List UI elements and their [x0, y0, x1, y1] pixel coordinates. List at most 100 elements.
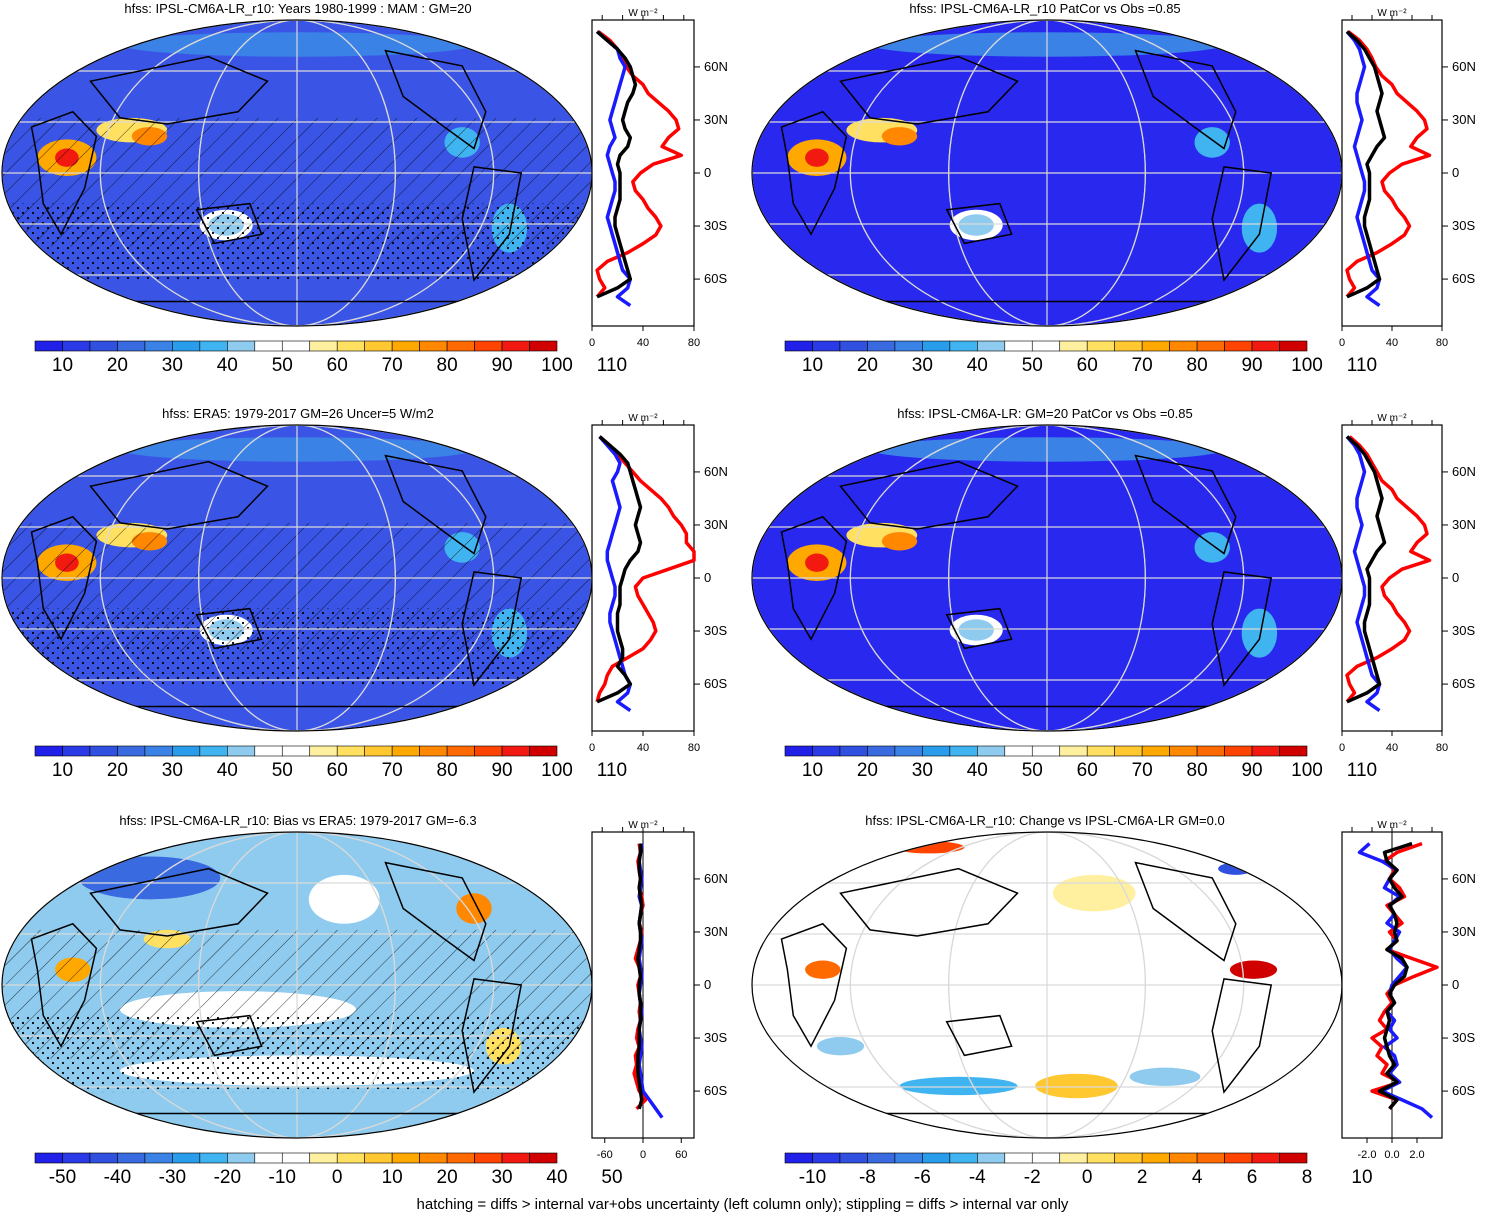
colorbar-swatch	[419, 745, 448, 757]
colorbar-swatch	[529, 745, 558, 757]
map-area	[752, 425, 1342, 731]
colorbar-swatch	[812, 745, 841, 757]
map-anomaly	[1052, 874, 1136, 912]
colorbar-tick-label: 100	[541, 760, 573, 781]
colorbar-tick-label: 90	[1241, 355, 1262, 376]
map-anomaly	[1194, 127, 1230, 158]
lat-tick-label: 0	[1452, 977, 1459, 992]
colorbar-tick-label: 90	[491, 760, 512, 781]
colorbar-swatch	[1031, 340, 1061, 352]
zonal-series-black	[1345, 30, 1387, 299]
panel-p5: hfss: IPSL-CM6A-LR_r10: Bias vs ERA5: 19…	[1, 813, 728, 1188]
colorbar-swatch	[1196, 340, 1225, 352]
graticule-meridian	[99, 425, 495, 731]
coastline	[780, 515, 848, 641]
colorbar-tick-label: 110	[597, 355, 627, 376]
colorbar-swatch	[34, 1152, 63, 1164]
colorbar-tick-label: 30	[162, 760, 183, 781]
coastline	[839, 460, 1019, 530]
colorbar-swatch	[922, 340, 951, 352]
colorbar-swatch	[867, 1152, 896, 1164]
coastline	[195, 1014, 263, 1057]
coastline	[30, 110, 98, 236]
colorbar-tick-label: 50	[1022, 355, 1043, 376]
x-tick-label: 0.0	[1384, 1149, 1399, 1161]
lat-tick-label: 60N	[704, 464, 728, 479]
colorbar-tick-label: 10	[802, 355, 823, 376]
lat-tick-label: 60S	[1452, 1083, 1475, 1098]
colorbar-swatch	[1059, 340, 1088, 352]
colorbar-swatch	[117, 1152, 146, 1164]
colorbar-swatch	[391, 1152, 420, 1164]
colorbar-tick-label: 20	[107, 355, 128, 376]
colorbar-swatch	[1251, 340, 1280, 352]
map-area	[752, 832, 1342, 1138]
lat-tick-label: 60S	[704, 676, 727, 691]
colorbar-swatch	[529, 1152, 558, 1164]
map-anomaly	[899, 1076, 1018, 1096]
zonal-series-red	[595, 435, 696, 703]
colorbar-tick-label: 100	[541, 355, 573, 376]
zonal-series-red	[1345, 435, 1432, 703]
colorbar-swatch	[1086, 340, 1115, 352]
colorbar-swatch	[227, 340, 256, 352]
colorbar-swatch	[784, 745, 813, 757]
colorbar-tick-label: 6	[1247, 1167, 1258, 1188]
colorbar-swatch	[281, 745, 311, 757]
colorbar-tick-label: 0	[332, 1167, 343, 1188]
colorbar-tick-label: -8	[859, 1167, 876, 1188]
map-anomaly	[1241, 203, 1278, 253]
colorbar-swatch	[281, 1152, 311, 1164]
lat-tick-label: 60N	[704, 871, 728, 886]
lat-tick-label: 60N	[1452, 464, 1476, 479]
colorbar-swatch	[336, 745, 365, 757]
zonal-unit-label: W m⁻²	[1377, 820, 1407, 831]
colorbar-swatch	[949, 340, 978, 352]
zonal-unit-label: W m⁻²	[1377, 413, 1407, 424]
coastline	[1211, 978, 1273, 1094]
colorbar-swatch	[977, 1152, 1006, 1164]
coastline	[945, 607, 1013, 650]
colorbar-swatch	[1004, 745, 1033, 757]
coastline	[1134, 454, 1237, 555]
zonal-series-blue	[1345, 435, 1382, 713]
colorbar-swatch	[1196, 745, 1225, 757]
zonal-series-black	[1377, 841, 1413, 1110]
colorbar-swatch	[1279, 340, 1308, 352]
graticule-meridian	[849, 20, 1245, 326]
colorbar-swatch	[1251, 1152, 1280, 1164]
colorbar-swatch	[977, 340, 1006, 352]
colorbar-swatch	[1141, 745, 1170, 757]
graticule-meridian	[198, 20, 396, 326]
zonal-mean-panel: W m⁻² 60N 30N 0 30S 60S -2.0 0.0 2.0	[1341, 820, 1476, 1161]
map-anomaly	[881, 127, 918, 146]
panel-title: hfss: IPSL-CM6A-LR_r10 PatCor vs Obs =0.…	[909, 1, 1180, 16]
coastline	[384, 49, 487, 150]
colorbar-tick-label: 50	[1022, 760, 1043, 781]
panel-title: hfss: IPSL-CM6A-LR_r10: Change vs IPSL-C…	[865, 813, 1224, 828]
colorbar-tick-label: 30	[912, 760, 933, 781]
colorbar-swatch	[501, 745, 530, 757]
lat-tick-label: 0	[1452, 570, 1459, 585]
colorbar-swatch	[474, 745, 503, 757]
colorbar-swatch	[1059, 1152, 1088, 1164]
colorbar-swatch	[419, 340, 448, 352]
colorbar-swatch	[784, 1152, 813, 1164]
x-tick-label: 80	[688, 337, 700, 349]
zonal-series-red	[1370, 841, 1439, 1110]
zonal-unit-label: W m⁻²	[628, 413, 658, 424]
colorbar-swatch	[364, 340, 393, 352]
colorbar-tick-label: 30	[162, 355, 183, 376]
map-anomaly	[1035, 1073, 1118, 1099]
map-anomaly	[308, 874, 380, 924]
lat-tick-label: 30N	[704, 924, 728, 939]
footer-note: hatching = diffs > internal var+obs unce…	[416, 1196, 1069, 1213]
colorbar-tick-label: 40	[546, 1167, 567, 1188]
colorbar-swatch	[922, 745, 951, 757]
colorbar-swatch	[867, 745, 896, 757]
colorbar-swatch	[364, 745, 393, 757]
colorbar-swatch	[1141, 340, 1170, 352]
colorbar-swatch	[281, 340, 311, 352]
lat-tick-label: 30N	[1452, 517, 1476, 532]
colorbar-tick-label: 2	[1137, 1167, 1148, 1188]
